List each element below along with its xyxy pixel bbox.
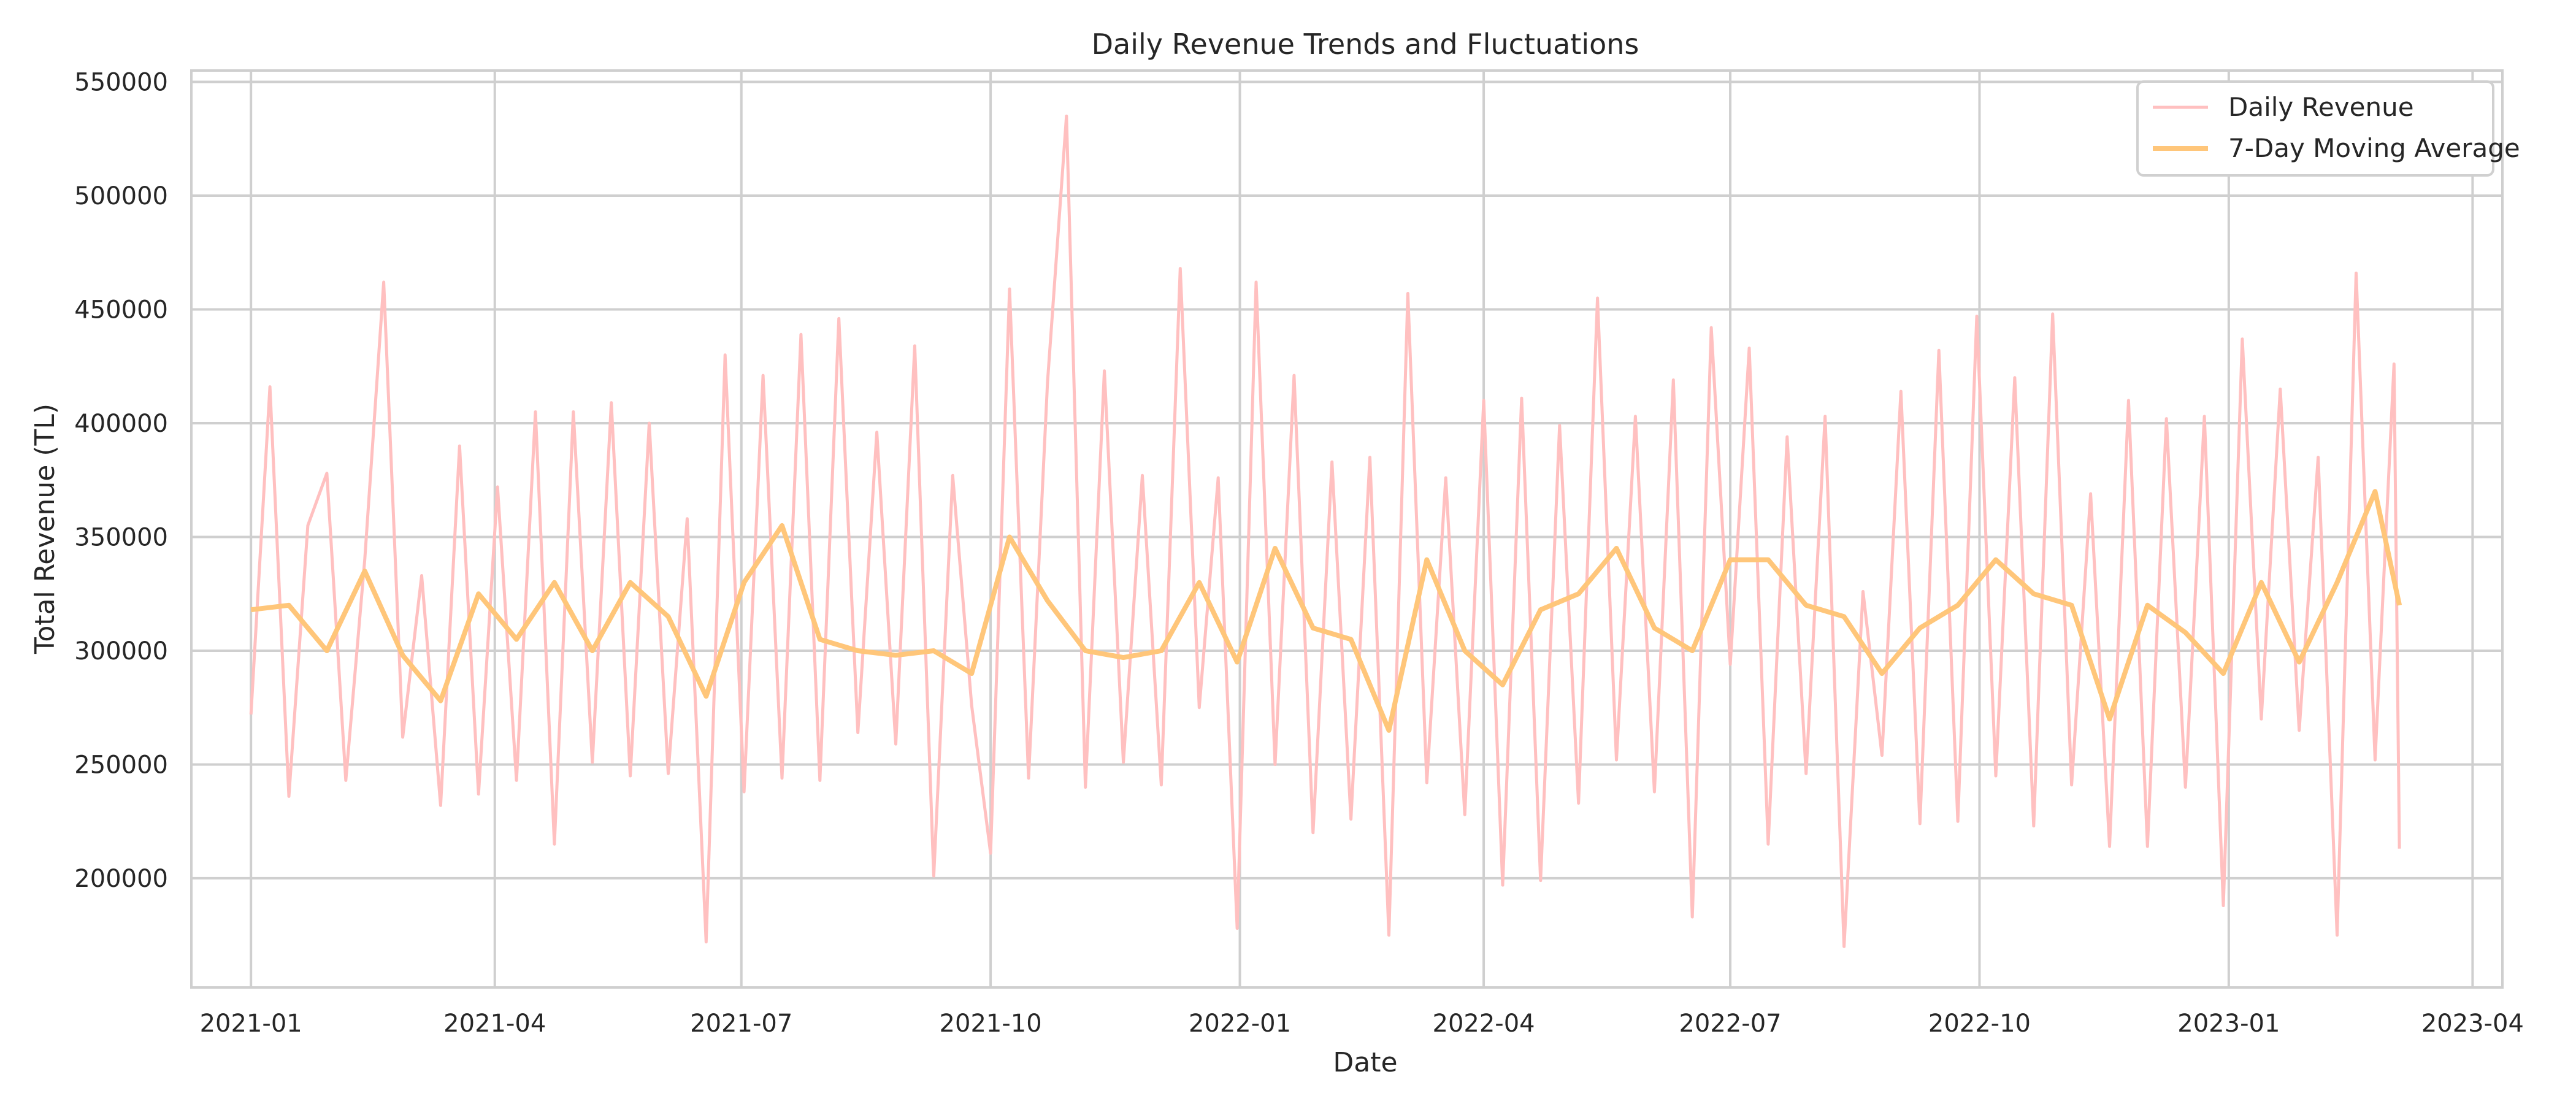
x-tick-label-9: 2023-04 — [2421, 1010, 2524, 1038]
x-tick-label-5: 2022-04 — [1433, 1010, 1535, 1038]
moving-average-line — [250, 489, 2402, 733]
x-tick-label-1: 2021-04 — [443, 1010, 546, 1038]
series-lines — [249, 114, 2402, 948]
x-tick-label-2: 2021-07 — [690, 1010, 792, 1038]
y-tick-label-3: 350000 — [74, 523, 168, 551]
x-axis-label: Date — [1333, 1047, 1397, 1078]
y-tick-label-1: 250000 — [74, 751, 168, 779]
chart-title: Daily Revenue Trends and Fluctuations — [1092, 28, 1639, 61]
y-tick-label-0: 200000 — [74, 865, 168, 893]
x-tick-label-0: 2021-01 — [200, 1010, 302, 1038]
y-tick-label-2: 300000 — [74, 637, 168, 665]
gridlines — [191, 71, 2502, 987]
x-tick-label-3: 2021-10 — [940, 1010, 1042, 1038]
legend-label-daily-revenue: Daily Revenue — [2228, 92, 2414, 122]
x-tick-label-8: 2023-01 — [2177, 1010, 2280, 1038]
legend: Daily Revenue 7-Day Moving Average — [2136, 80, 2520, 177]
y-tick-label-5: 450000 — [74, 296, 168, 324]
legend-label-moving-average: 7-Day Moving Average — [2228, 133, 2520, 163]
daily-revenue-line — [249, 114, 2401, 948]
x-tick-label-7: 2022-10 — [1928, 1010, 2031, 1038]
x-tick-label-4: 2022-01 — [1189, 1010, 1291, 1038]
x-tick-label-6: 2022-07 — [1679, 1010, 1781, 1038]
tick-labels: 2021-01 2021-04 2021-07 2021-10 2022-01 2022-… — [74, 69, 2524, 1038]
plot-frame — [190, 69, 2504, 989]
legend-box — [2136, 80, 2494, 177]
y-tick-label-6: 500000 — [74, 182, 168, 210]
y-tick-label-7: 550000 — [74, 69, 168, 97]
y-axis-label: Total Revenue (TL) — [29, 404, 61, 654]
y-tick-label-4: 400000 — [74, 410, 168, 438]
